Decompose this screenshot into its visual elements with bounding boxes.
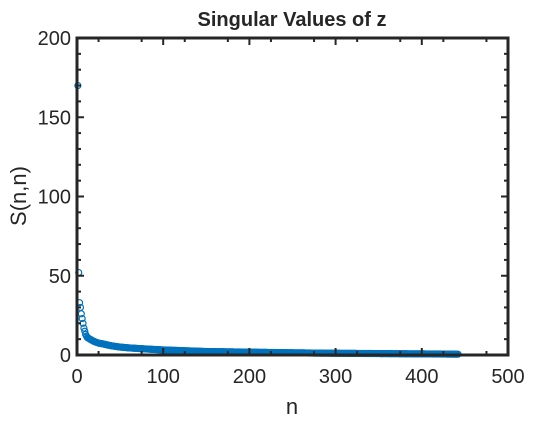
x-tick-label: 0 [71,366,82,388]
plot-area [77,38,508,355]
y-tick-label: 200 [38,28,71,50]
y-tick-label: 0 [60,345,71,367]
x-axis-label: n [286,394,298,419]
data-point [80,324,88,332]
x-tick-label: 100 [147,366,180,388]
y-tick-label: 150 [38,107,71,129]
x-tick-label: 400 [405,366,438,388]
data-point [81,327,89,335]
chart-title: Singular Values of z [198,9,387,31]
x-tick-label: 500 [491,366,524,388]
axes-box [75,36,510,357]
y-tick-label: 50 [49,266,71,288]
x-tick-label: 200 [233,366,266,388]
y-axis-label: S(n,n) [6,166,31,226]
x-tick-label: 300 [319,366,352,388]
y-tick-label: 100 [38,187,71,209]
data-point [78,314,86,323]
